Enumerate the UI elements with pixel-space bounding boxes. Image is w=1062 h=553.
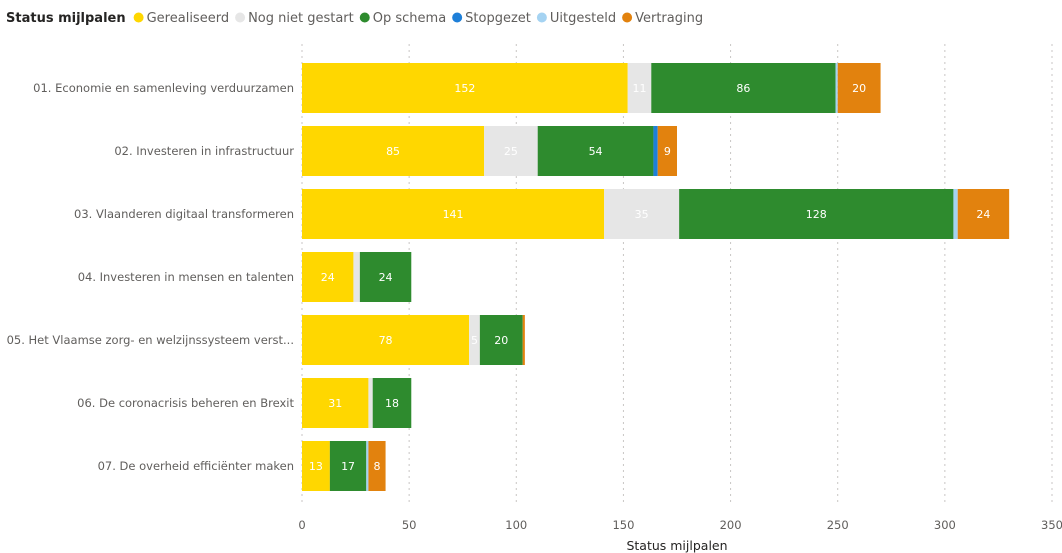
bar-segment-op-schema — [329, 441, 367, 491]
legend-label-uitgesteld: Uitgesteld — [550, 11, 616, 26]
bar-segment-gerealiseerd — [302, 441, 330, 491]
bar-segment-gerealiseerd — [302, 63, 628, 113]
category-label: 04. Investeren in mensen en talenten — [78, 270, 294, 284]
legend-marker-vertraging — [622, 12, 633, 23]
data-labels: 152 11 86 20 85 25 54 9 141 35 128 24 24 24 78 5 20 31 18 1… — [309, 82, 991, 473]
bar-segment-nog-niet-gestart — [368, 378, 373, 428]
data-label: 11 — [633, 82, 647, 95]
legend-label-op-schema: Op schema — [373, 11, 446, 26]
data-label: 8 — [374, 460, 381, 473]
data-label: 20 — [494, 334, 508, 347]
legend-marker-gerealiseerd — [133, 12, 144, 23]
legend-marker-op-schema — [359, 12, 370, 23]
x-tick-label: 150 — [612, 518, 634, 532]
data-label: 152 — [454, 82, 475, 95]
bar-segment-vertraging — [837, 63, 881, 113]
bar-segment-vertraging — [657, 126, 677, 176]
bar-segment-vertraging — [522, 315, 525, 365]
bars — [302, 63, 1010, 491]
legend-label-vertraging: Vertraging — [635, 11, 703, 26]
legend-label-nog-niet-gestart: Nog niet gestart — [248, 11, 354, 26]
category-label: 02. Investeren in infrastructuur — [114, 144, 294, 158]
bar-segment-uitgesteld — [953, 189, 958, 239]
data-label: 35 — [635, 208, 649, 221]
legend: Status mijlpalen Gerealiseerd Nog niet ge… — [6, 11, 703, 26]
bar-segment-nog-niet-gestart — [484, 126, 538, 176]
x-tick-label: 250 — [827, 518, 849, 532]
legend-marker-nog-niet-gestart — [235, 12, 246, 23]
bar-segment-gerealiseerd — [302, 189, 605, 239]
bar-segment-op-schema — [372, 378, 412, 428]
data-label: 5 — [471, 334, 478, 347]
data-label: 141 — [443, 208, 464, 221]
bar-segment-op-schema — [537, 126, 654, 176]
bar-segment-nog-niet-gestart — [604, 189, 680, 239]
x-tick-label: 50 — [402, 518, 417, 532]
data-label: 25 — [504, 145, 518, 158]
bar-segment-stopgezet — [653, 126, 658, 176]
gridlines — [301, 44, 1053, 505]
data-label: 78 — [379, 334, 393, 347]
legend-title: Status mijlpalen — [6, 11, 126, 26]
bar-segment-nog-niet-gestart — [353, 252, 360, 302]
bar-segment-vertraging — [957, 189, 1010, 239]
category-label: 01. Economie en samenleving verduurzamen — [33, 81, 294, 95]
bar-segment-gerealiseerd — [302, 378, 369, 428]
bar-segment-gerealiseerd — [302, 315, 470, 365]
data-label: 17 — [341, 460, 355, 473]
data-label: 54 — [589, 145, 603, 158]
legend-marker-uitgesteld — [536, 12, 547, 23]
bar-segment-uitgesteld — [366, 441, 369, 491]
data-label: 85 — [386, 145, 400, 158]
category-label: 06. De coronacrisis beheren en Brexit — [77, 396, 294, 410]
data-label: 31 — [328, 397, 342, 410]
data-label: 24 — [976, 208, 990, 221]
x-tick-label: 300 — [934, 518, 956, 532]
x-axis-title: Status mijlpalen — [626, 538, 727, 553]
bar-segment-gerealiseerd — [302, 126, 485, 176]
legend-label-stopgezet: Stopgezet — [465, 11, 531, 26]
bar-segment-gerealiseerd — [302, 252, 354, 302]
bar-segment-op-schema — [359, 252, 412, 302]
bar-segment-op-schema — [651, 63, 836, 113]
bar-segment-nog-niet-gestart — [627, 63, 652, 113]
bar-segment-nog-niet-gestart — [469, 315, 480, 365]
data-label: 24 — [321, 271, 335, 284]
x-axis-ticks: 0 50 100 150 200 250 300 350 — [298, 518, 1062, 532]
bar-segment-op-schema — [479, 315, 523, 365]
x-tick-label: 200 — [720, 518, 742, 532]
data-label: 13 — [309, 460, 323, 473]
legend-marker-stopgezet — [452, 12, 463, 23]
x-tick-label: 100 — [505, 518, 527, 532]
data-label: 86 — [736, 82, 750, 95]
data-label: 9 — [664, 145, 671, 158]
data-label: 18 — [385, 397, 399, 410]
data-label: 24 — [379, 271, 393, 284]
x-tick-label: 0 — [298, 518, 305, 532]
bar-segment-uitgesteld — [835, 63, 838, 113]
data-label: 20 — [852, 82, 866, 95]
x-tick-label: 350 — [1041, 518, 1062, 532]
category-label: 05. Het Vlaamse zorg- en welzijnssysteem… — [7, 333, 294, 347]
category-label: 07. De overheid efficiënter maken — [98, 459, 294, 473]
legend-label-gerealiseerd: Gerealiseerd — [147, 11, 229, 26]
category-label: 03. Vlaanderen digitaal transformeren — [74, 207, 294, 221]
bar-segment-vertraging — [368, 441, 386, 491]
data-label: 128 — [806, 208, 827, 221]
category-labels: 01. Economie en samenleving verduurzamen… — [7, 81, 295, 473]
bar-segment-op-schema — [679, 189, 954, 239]
